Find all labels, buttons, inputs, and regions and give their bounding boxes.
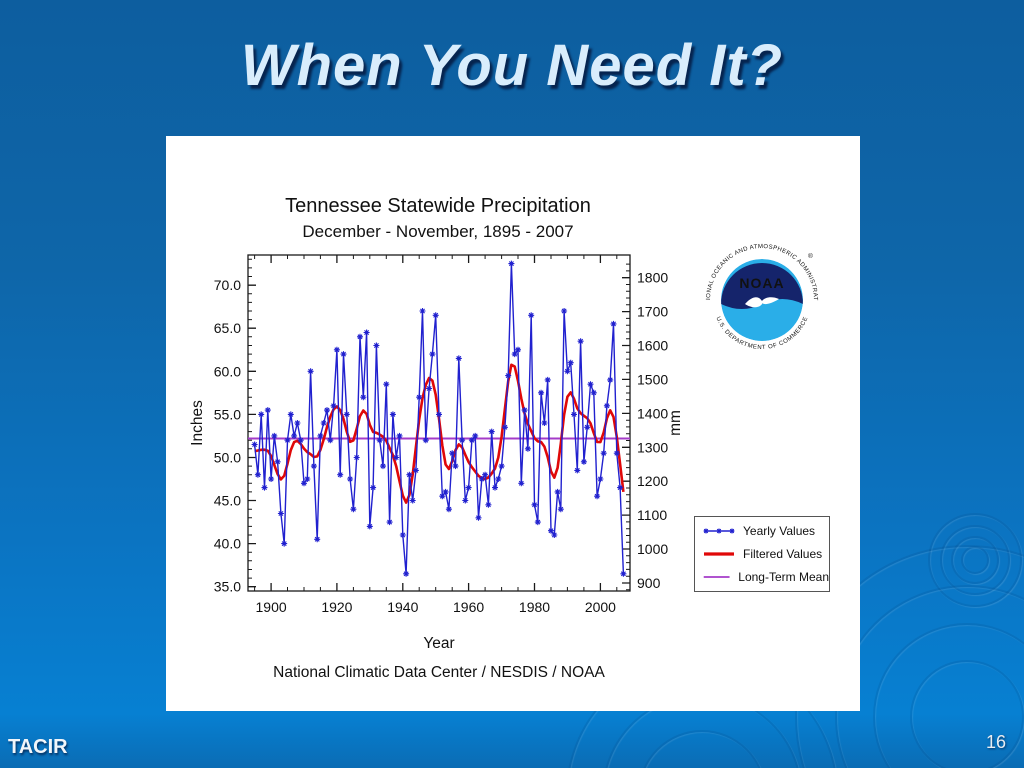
x-tick-label: 2000 (585, 599, 616, 615)
chart-legend: Yearly Values Filtered Values Long-Term … (694, 516, 830, 592)
slide-title: When You Need It? (240, 33, 784, 98)
legend-label: Yearly Values (743, 524, 816, 538)
noaa-gull-icon (745, 297, 779, 308)
y-tick-label-mm: 1400 (637, 405, 668, 421)
yearly-values-markers (251, 260, 627, 577)
precipitation-chart: Tennessee Statewide Precipitation Decemb… (189, 195, 684, 681)
noaa-acronym: NOAA (739, 275, 784, 291)
x-tick-label: 1980 (519, 599, 550, 615)
x-tick-label: 1940 (387, 599, 418, 615)
chart-panel: Tennessee Statewide Precipitation Decemb… (166, 136, 860, 711)
legend-item-long-term-mean: Long-Term Mean (702, 567, 829, 587)
x-tick-label: 1960 (453, 599, 484, 615)
y-tick-label-inches: 65.0 (214, 320, 241, 336)
x-axis-label: Year (423, 635, 454, 652)
footer-organization: TACIR (8, 736, 68, 758)
y-tick-label-inches: 35.0 (214, 579, 241, 595)
noaa-registered-mark: ® (808, 252, 813, 260)
legend-label: Filtered Values (743, 547, 823, 561)
y-tick-label-mm: 1200 (637, 473, 668, 489)
y-tick-label-mm: 1000 (637, 541, 668, 557)
page-number: 16 (985, 732, 1006, 752)
yearly-values-line (253, 263, 625, 574)
legend-item-filtered-values: Filtered Values (702, 544, 829, 564)
y-tick-label-mm: 1600 (637, 338, 668, 354)
y-tick-label-mm: 900 (637, 575, 661, 591)
long-term-mean-sample-icon (703, 576, 730, 578)
minor-ticks (248, 255, 630, 591)
y-tick-label-inches: 70.0 (214, 277, 241, 293)
chart-subtitle: December - November, 1895 - 2007 (302, 222, 573, 241)
legend-label: Long-Term Mean (738, 570, 829, 584)
chart-title: Tennessee Statewide Precipitation (285, 195, 591, 217)
y-tick-label-mm: 1500 (637, 371, 668, 387)
y-axis-label-inches: Inches (189, 400, 206, 446)
legend-item-yearly-values: Yearly Values (702, 521, 829, 541)
noaa-seal-night (721, 262, 803, 309)
y-tick-label-inches: 60.0 (214, 363, 241, 379)
y-tick-label-mm: 1800 (637, 270, 668, 286)
x-tick-label: 1900 (256, 599, 287, 615)
y-tick-label-mm: 1100 (637, 507, 667, 523)
y-tick-label-mm: 1700 (637, 304, 668, 320)
noaa-logo: NATIONAL OCEANIC AND ATMOSPHERIC ADMINIS… (702, 240, 822, 360)
source-caption: National Climatic Data Center / NESDIS /… (273, 664, 605, 681)
y-tick-label-mm: 1300 (637, 439, 668, 455)
filtered-values-sample-icon (704, 552, 734, 556)
y-tick-label-inches: 45.0 (214, 493, 241, 509)
x-tick-label: 1920 (321, 599, 352, 615)
plot-area: 1900 1920 1940 1960 1980 2000 35.0 40.0 45.0 50.0… (214, 254, 668, 615)
y-tick-label-inches: 55.0 (214, 406, 241, 422)
y-tick-label-inches: 50.0 (214, 450, 241, 466)
y-tick-label-inches: 40.0 (214, 536, 241, 552)
major-ticks (248, 255, 630, 591)
yearly-values-sample-icon (703, 528, 735, 534)
y-axis-label-mm: mm (667, 410, 684, 436)
